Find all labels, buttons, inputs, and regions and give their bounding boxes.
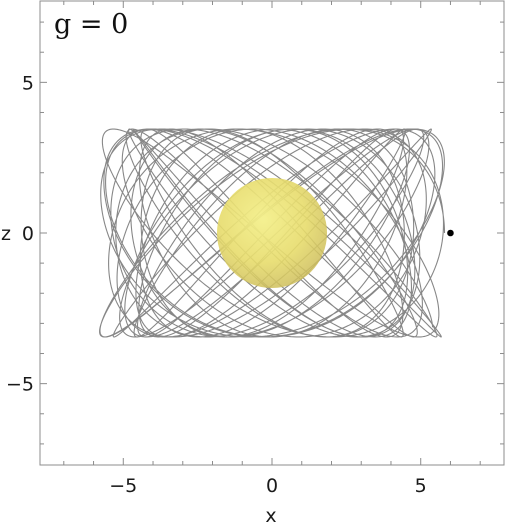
x-tick-label: −5 — [109, 475, 137, 497]
central-sphere — [216, 177, 328, 289]
particle-position-marker — [447, 229, 454, 237]
panel-title: g = 0 — [54, 9, 128, 40]
tick-labels: −5 0 5 −5 0 5 — [6, 72, 427, 497]
orbit-trajectory — [99, 128, 446, 338]
x-tick-label: 0 — [266, 475, 278, 497]
x-tick-label: 5 — [415, 475, 427, 497]
y-tick-label: 5 — [22, 72, 34, 94]
y-tick-label: −5 — [6, 374, 34, 396]
x-axis-label: x — [265, 505, 276, 527]
y-axis-label: z — [1, 223, 11, 245]
orbit-path — [99, 128, 446, 338]
axis-ticks — [40, 1, 504, 465]
y-tick-label: 0 — [22, 223, 34, 245]
